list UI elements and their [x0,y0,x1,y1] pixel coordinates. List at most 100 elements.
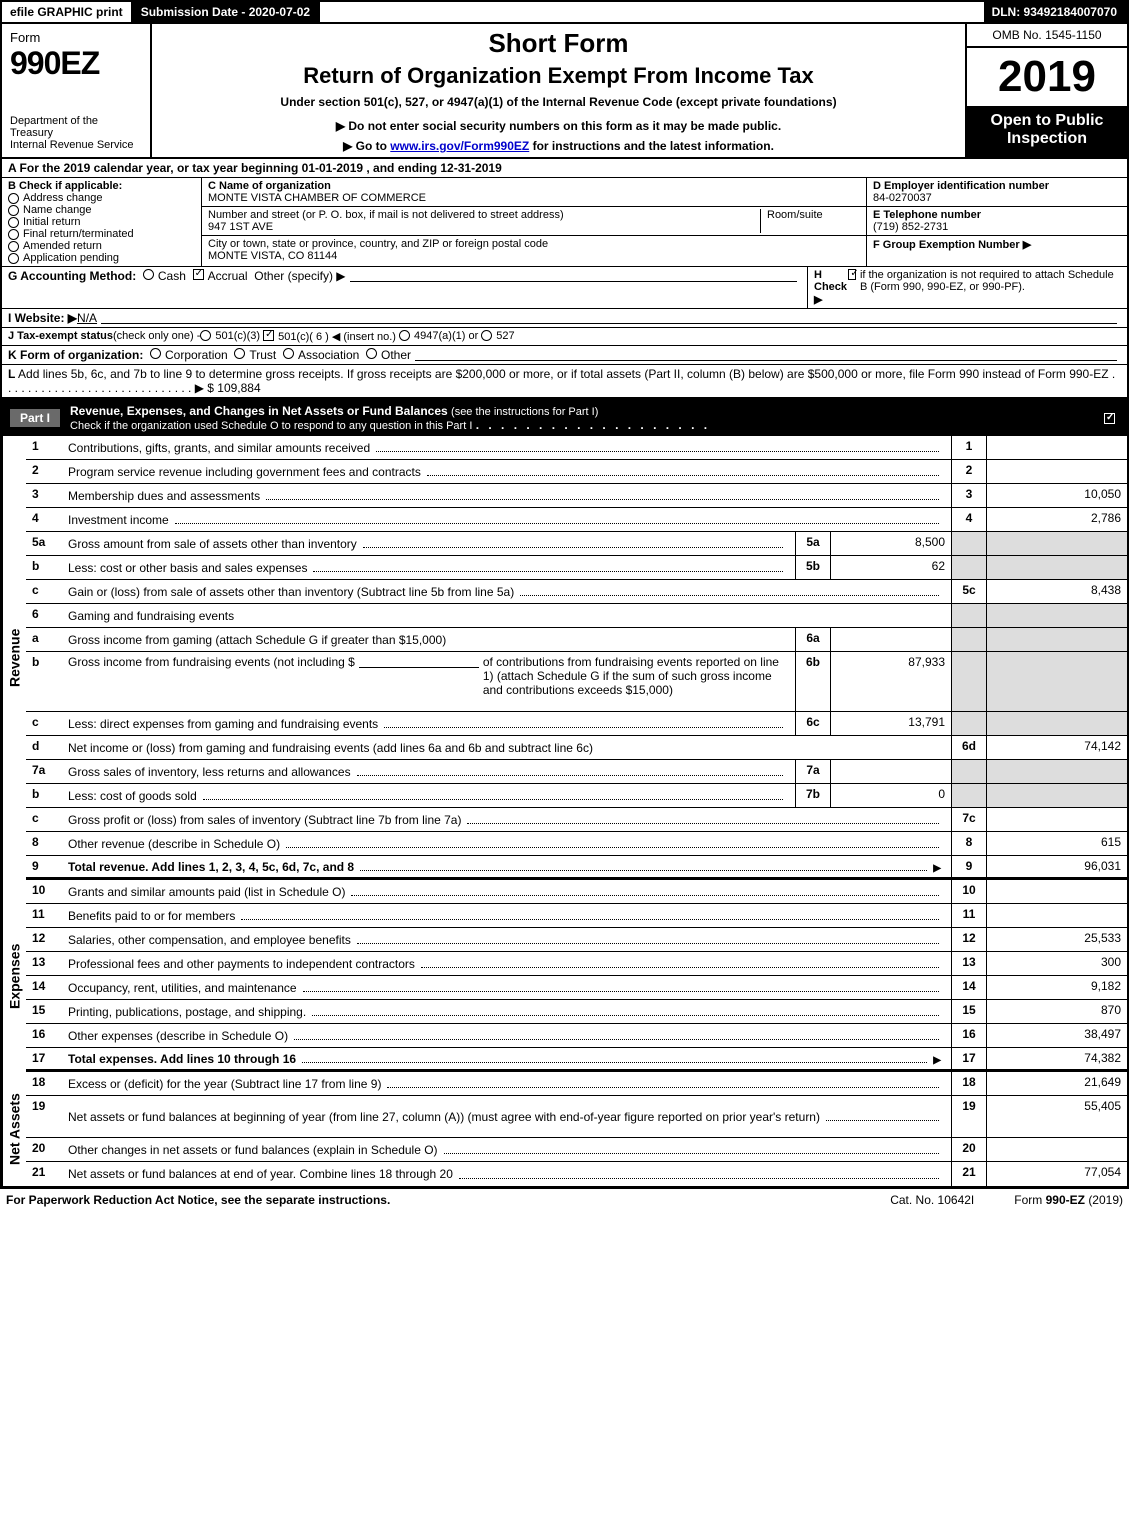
val-6c-grey [987,712,1127,735]
chk-address-change[interactable] [8,193,19,204]
line-a-row: A For the 2019 calendar year, or tax yea… [0,159,1129,178]
rn-1: 1 [26,436,62,459]
desc-14: Occupancy, rent, utilities, and maintena… [68,981,297,995]
addr-value: 947 1ST AVE [208,221,273,233]
col-7b-grey [951,784,987,807]
chk-final-return[interactable] [8,229,19,240]
desc-13: Professional fees and other payments to … [68,957,415,971]
chk-cash[interactable] [143,269,154,280]
net-assets-table: Net Assets 18Excess or (deficit) for the… [0,1072,1129,1189]
top-bar: efile GRAPHIC print Submission Date - 20… [0,0,1129,24]
efile-label[interactable]: efile GRAPHIC print [2,2,133,22]
revenue-table: Revenue 1Contributions, gifts, grants, a… [0,436,1129,880]
opt-cash: Cash [158,269,186,306]
rn-20: 20 [26,1138,62,1161]
paperwork-notice: For Paperwork Reduction Act Notice, see … [6,1193,890,1207]
net-assets-tab: Net Assets [2,1072,26,1186]
e-label: E Telephone number [873,209,981,221]
scol-7b: 7b [795,784,831,807]
city-label: City or town, state or province, country… [208,238,548,250]
desc-6b-2: of contributions from fundraising events… [483,655,789,697]
col-7a-grey [951,760,987,783]
website-line [101,311,1117,324]
box-def: D Employer identification number 84-0270… [867,178,1127,266]
sval-6c: 13,791 [831,712,951,735]
opt-501c: 501(c)( 6 ) ◀ (insert no.) [278,330,396,343]
desc-10: Grants and similar amounts paid (list in… [68,885,345,899]
desc-16: Other expenses (describe in Schedule O) [68,1029,288,1043]
chk-initial-return[interactable] [8,217,19,228]
chk-501c[interactable] [263,330,274,341]
col-20: 20 [951,1138,987,1161]
chk-other-org[interactable] [366,348,377,359]
opt-other-method: Other (specify) ▶ [254,269,345,306]
desc-15: Printing, publications, postage, and shi… [68,1005,306,1019]
other-method-line [350,269,798,282]
rn-16: 16 [26,1024,62,1047]
val-6d: 74,142 [987,736,1127,759]
line-j-row: J Tax-exempt status (check only one) - 5… [0,328,1129,346]
scol-5b: 5b [795,556,831,579]
val-7b-grey [987,784,1127,807]
col-17: 17 [951,1048,987,1069]
chk-527[interactable] [481,330,492,341]
desc-12: Salaries, other compensation, and employ… [68,933,351,947]
chk-trust[interactable] [234,348,245,359]
opt-corp: Corporation [165,348,228,362]
rn-15: 15 [26,1000,62,1023]
goto-post: for instructions and the latest informat… [533,139,774,153]
h-text: if the organization is not required to a… [860,269,1121,306]
org-info-block: B Check if applicable: Address change Na… [0,178,1129,267]
desc-11: Benefits paid to or for members [68,909,235,923]
h-label: H Check ▶ [814,269,848,306]
part1-label: Part I [10,409,60,427]
rn-13: 13 [26,952,62,975]
irs-link[interactable]: www.irs.gov/Form990EZ [390,139,529,153]
col-18: 18 [951,1072,987,1095]
scol-7a: 7a [795,760,831,783]
opt-name-change: Name change [23,204,92,216]
sval-7a [831,760,951,783]
col-16: 16 [951,1024,987,1047]
chk-accrual[interactable] [193,269,204,280]
rn-6: 6 [26,604,62,627]
rn-18: 18 [26,1072,62,1095]
rn-8: 8 [26,832,62,855]
chk-schedule-o[interactable] [1104,413,1115,424]
val-1 [987,436,1127,459]
rn-19: 19 [26,1096,62,1137]
tax-year: 2019 [967,48,1127,106]
desc-3: Membership dues and assessments [68,489,260,503]
chk-assoc[interactable] [283,348,294,359]
opt-527: 527 [496,330,514,343]
rn-5b: b [26,556,62,579]
chk-name-change[interactable] [8,205,19,216]
chk-application-pending[interactable] [8,253,19,264]
desc-1: Contributions, gifts, grants, and simila… [68,441,370,455]
rn-17: 17 [26,1048,62,1069]
line-k-row: K Form of organization: Corporation Trus… [0,346,1129,365]
chk-4947[interactable] [399,330,410,341]
chk-corp[interactable] [150,348,161,359]
l-label: L [8,367,15,381]
chk-schedule-b[interactable] [848,269,856,280]
desc-7b: Less: cost of goods sold [68,789,197,803]
form-header: Form 990EZ Department of the Treasury In… [0,24,1129,159]
chk-501c3[interactable] [200,330,211,341]
val-13: 300 [987,952,1127,975]
line-i-row: I Website: ▶ N/A [0,309,1129,328]
page-footer: For Paperwork Reduction Act Notice, see … [0,1189,1129,1211]
rn-6b: b [26,652,62,711]
val-18: 21,649 [987,1072,1127,1095]
other-org-line [415,348,1117,361]
desc-17: Total expenses. Add lines 10 through 16 [68,1052,296,1066]
sval-5b: 62 [831,556,951,579]
g-label: G Accounting Method: [8,269,136,306]
rn-10: 10 [26,880,62,903]
l-value: ▶ $ 109,884 [195,381,261,395]
footer-form-pre: Form [1014,1193,1045,1207]
desc-6c: Less: direct expenses from gaming and fu… [68,717,378,731]
col-6c-grey [951,712,987,735]
desc-9: Total revenue. Add lines 1, 2, 3, 4, 5c,… [68,860,354,874]
chk-amended-return[interactable] [8,241,19,252]
